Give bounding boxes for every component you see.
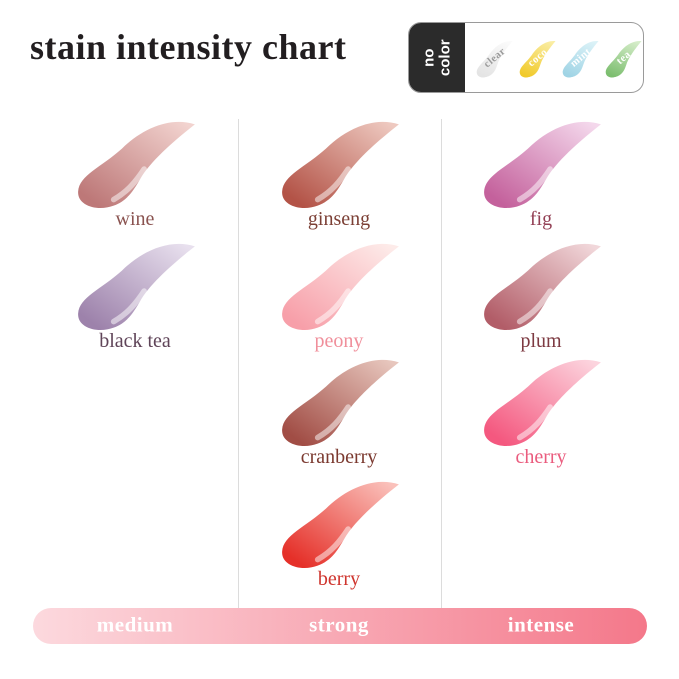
scale-label-intense: intense <box>507 612 575 637</box>
product-label: cherry <box>515 446 567 468</box>
product-label: berry <box>317 568 361 590</box>
product-cell-black-tea: black tea <box>47 240 223 354</box>
scale-label-medium: medium <box>96 612 174 637</box>
product-cell-plum: plum <box>453 240 629 354</box>
black-tea-smear-swatch <box>78 243 195 330</box>
product-cell-cherry: cherry <box>453 356 629 470</box>
column-divider <box>441 119 442 608</box>
cranberry-smear-swatch <box>282 359 399 446</box>
berry-smear-swatch <box>282 481 399 568</box>
no-color-label: no color <box>420 39 453 76</box>
scale-label-strong: strong <box>309 612 369 637</box>
intensity-scale-bar: medium strong intense <box>33 608 647 644</box>
column-divider <box>238 119 239 608</box>
fig-smear-swatch <box>484 121 601 208</box>
no-color-swatch-mint: mint <box>557 36 605 80</box>
no-color-swatches: clear coco mint tea <box>465 23 643 92</box>
cherry-smear-swatch <box>484 359 601 446</box>
product-cell-peony: peony <box>251 240 427 354</box>
product-label: black tea <box>99 330 171 352</box>
product-label: plum <box>520 330 562 352</box>
product-label: cranberry <box>300 446 378 468</box>
product-label: peony <box>314 330 364 352</box>
product-cell-ginseng: ginseng <box>251 118 427 232</box>
product-cell-cranberry: cranberry <box>251 356 427 470</box>
product-cell-berry: berry <box>251 478 427 592</box>
no-color-badge: no color clear coco mint tea <box>408 22 644 93</box>
no-color-label-box: no color <box>409 23 465 92</box>
wine-smear-swatch <box>78 121 195 208</box>
product-label: wine <box>115 208 155 230</box>
peony-smear-swatch <box>282 243 399 330</box>
product-cell-wine: wine <box>47 118 223 232</box>
plum-smear-swatch <box>484 243 601 330</box>
ginseng-smear-swatch <box>282 121 399 208</box>
product-label: fig <box>529 208 553 230</box>
page-title: stain intensity chart <box>30 27 347 67</box>
product-label: ginseng <box>307 208 371 230</box>
no-color-swatch-coco: coco <box>514 36 562 80</box>
no-color-swatch-clear: clear <box>471 36 519 80</box>
no-color-swatch-tea: tea <box>600 36 643 80</box>
product-cell-fig: fig <box>453 118 629 232</box>
